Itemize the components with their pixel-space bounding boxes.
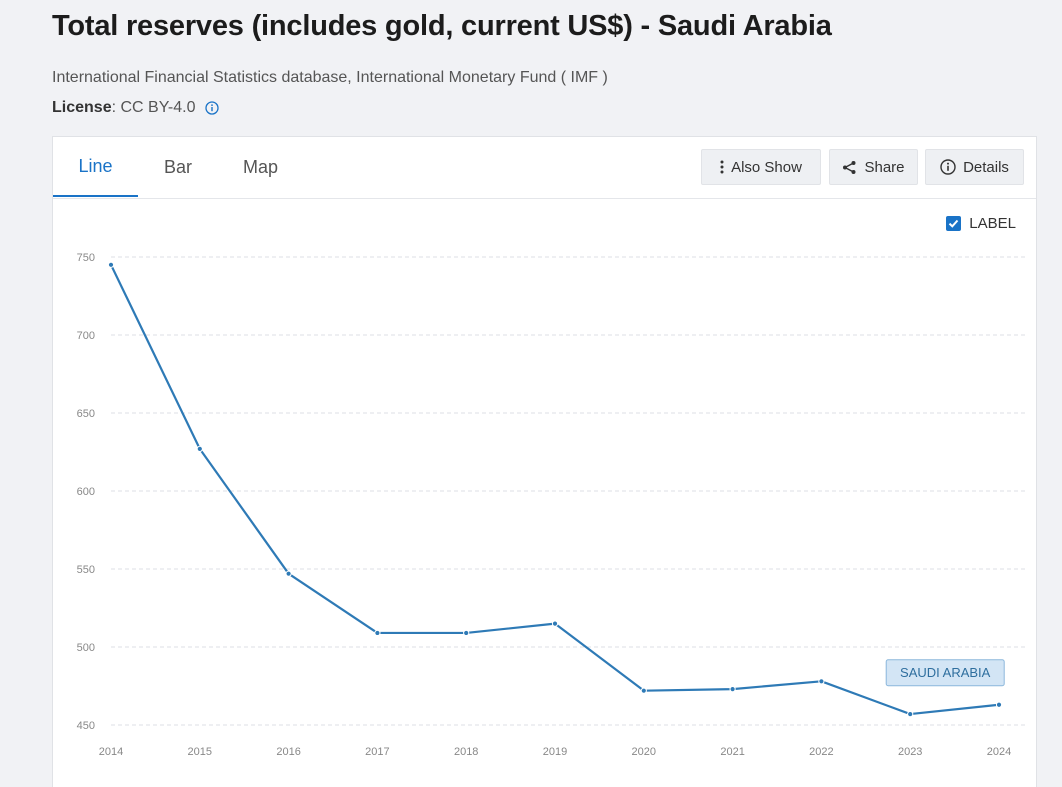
license-label: License (52, 99, 112, 116)
data-point (640, 687, 647, 694)
data-point (995, 701, 1003, 708)
checkbox-checked-icon[interactable] (946, 216, 962, 231)
x-tick-label: 2018 (454, 746, 478, 758)
tab-bar-chart[interactable]: Bar (163, 156, 192, 177)
share-button[interactable]: Share (829, 149, 918, 185)
tab-map[interactable]: Map (242, 156, 278, 177)
x-tick-label: 2020 (632, 746, 656, 758)
details-button[interactable]: Details (925, 149, 1024, 185)
details-label: Details (963, 158, 1009, 176)
share-icon (843, 160, 856, 174)
label-toggle-text: LABEL (969, 215, 1016, 232)
x-tick-label: 2022 (809, 746, 833, 758)
data-point (551, 620, 559, 627)
also-show-label: Also Show (731, 158, 802, 176)
y-tick-label: 450 (77, 720, 95, 732)
series-label-badge (885, 659, 1005, 687)
license: License : CC BY-4.0 (52, 99, 220, 117)
more-vertical-icon (720, 160, 724, 174)
y-tick-label: 650 (77, 408, 95, 420)
series-label: SAUDI ARABIA (900, 665, 991, 680)
tab-line[interactable]: Line (53, 137, 138, 197)
x-tick-label: 2021 (720, 746, 744, 758)
data-point (729, 686, 736, 693)
chart-card: Line Bar Map Also Show Share (52, 136, 1037, 787)
data-point (818, 678, 825, 685)
data-source: International Financial Statistics datab… (52, 69, 608, 86)
data-point (907, 710, 914, 718)
also-show-button[interactable]: Also Show (701, 149, 821, 185)
x-tick-label: 2016 (276, 746, 300, 758)
data-point (285, 570, 292, 577)
x-tick-label: 2014 (99, 746, 123, 758)
data-point (374, 629, 381, 637)
x-tick-label: 2023 (898, 746, 922, 758)
info-circle-icon (940, 159, 956, 175)
y-tick-label: 700 (77, 330, 95, 342)
label-toggle[interactable]: LABEL (946, 215, 1016, 232)
y-tick-label: 600 (77, 486, 95, 498)
y-tick-label: 550 (77, 564, 95, 576)
page-title: Total reserves (includes gold, current U… (52, 10, 832, 42)
x-tick-label: 2024 (987, 746, 1011, 758)
data-point (196, 445, 203, 452)
license-value: : CC BY-4.0 (111, 99, 196, 116)
x-tick-label: 2015 (188, 746, 212, 758)
x-tick-label: 2019 (543, 746, 567, 758)
tab-bar: Line Bar Map Also Show Share (53, 137, 1036, 199)
y-tick-label: 750 (77, 252, 95, 264)
data-point (463, 629, 470, 637)
share-label: Share (864, 158, 905, 176)
info-icon[interactable] (205, 101, 220, 115)
data-point (107, 261, 115, 268)
y-tick-label: 500 (77, 642, 95, 654)
x-tick-label: 2017 (365, 746, 389, 758)
line-chart: 450 500 550 600 650 700 750 2014 2015 2016 2017 201… (77, 252, 1025, 758)
